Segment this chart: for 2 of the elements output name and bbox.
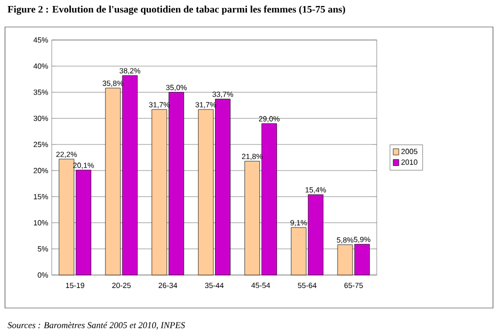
chart-title: Figure 2 : Evolution de l'usage quotidien de tabac parmi les femmes (15-75 ans) — [8, 6, 346, 15]
source-note: Sources : Baromètres Santé 2005 et 2010, INPES — [8, 322, 185, 330]
